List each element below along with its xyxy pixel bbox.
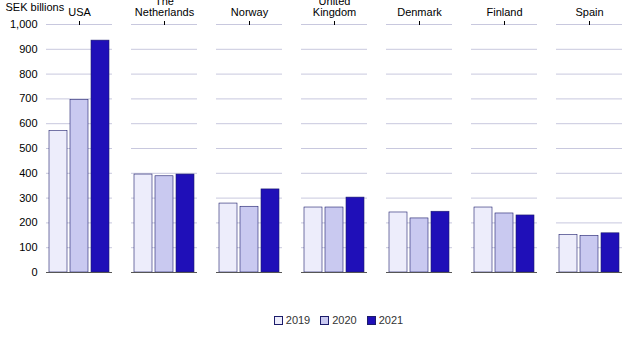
- svg-text:SEK billions: SEK billions: [6, 1, 65, 13]
- svg-text:Finland: Finland: [486, 6, 522, 18]
- svg-text:900: 900: [19, 43, 37, 55]
- svg-text:100: 100: [19, 241, 37, 253]
- svg-text:USA: USA: [68, 6, 91, 18]
- svg-text:400: 400: [19, 167, 37, 179]
- html-text:2021: 2021: [378, 314, 404, 326]
- svg-text:Norway: Norway: [231, 6, 269, 18]
- svg-text:TheNetherlands: TheNetherlands: [135, 0, 195, 18]
- html-text:2019: 2019: [285, 314, 311, 326]
- svg-text:Denmark: Denmark: [397, 6, 442, 18]
- svg-text:1,000: 1,000: [10, 18, 38, 30]
- svg-text:700: 700: [19, 92, 37, 104]
- svg-text:200: 200: [19, 216, 37, 228]
- svg-text:UnitedKingdom: UnitedKingdom: [313, 0, 356, 18]
- svg-text:0: 0: [31, 266, 37, 278]
- html-text:2020: 2020: [332, 314, 357, 326]
- svg-text:800: 800: [19, 68, 37, 80]
- svg-text:Spain: Spain: [575, 6, 603, 18]
- svg-text:600: 600: [19, 117, 37, 129]
- svg-text:300: 300: [19, 192, 37, 204]
- svg-text:500: 500: [19, 142, 37, 154]
